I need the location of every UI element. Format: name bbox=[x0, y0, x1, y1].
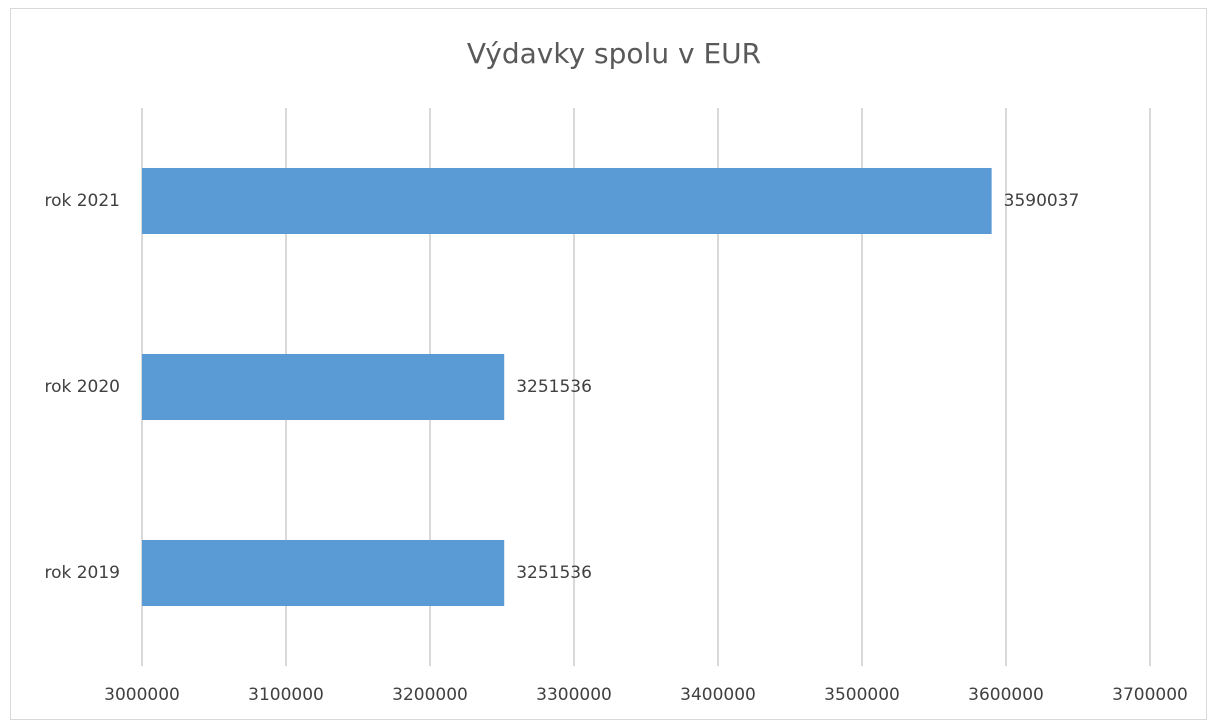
data-label: 3251536 bbox=[516, 563, 592, 583]
data-label: 3251536 bbox=[516, 377, 592, 397]
x-tick-label: 3200000 bbox=[392, 685, 468, 705]
bar bbox=[142, 167, 992, 235]
x-tick-label: 3600000 bbox=[968, 685, 1044, 705]
x-tick-label: 3000000 bbox=[104, 685, 180, 705]
data-label: 3590037 bbox=[1004, 191, 1080, 211]
x-tick-label: 3700000 bbox=[1112, 685, 1188, 705]
bar bbox=[142, 539, 505, 607]
x-tick-label: 3300000 bbox=[536, 685, 612, 705]
x-tick-label: 3400000 bbox=[680, 685, 756, 705]
chart-title: Výdavky spolu v EUR bbox=[467, 37, 761, 70]
x-tick-label: 3500000 bbox=[824, 685, 900, 705]
y-tick-label: rok 2020 bbox=[44, 377, 120, 397]
y-tick-label: rok 2021 bbox=[44, 191, 120, 211]
bar bbox=[142, 353, 505, 421]
y-tick-label: rok 2019 bbox=[44, 563, 120, 583]
x-tick-label: 3100000 bbox=[248, 685, 324, 705]
